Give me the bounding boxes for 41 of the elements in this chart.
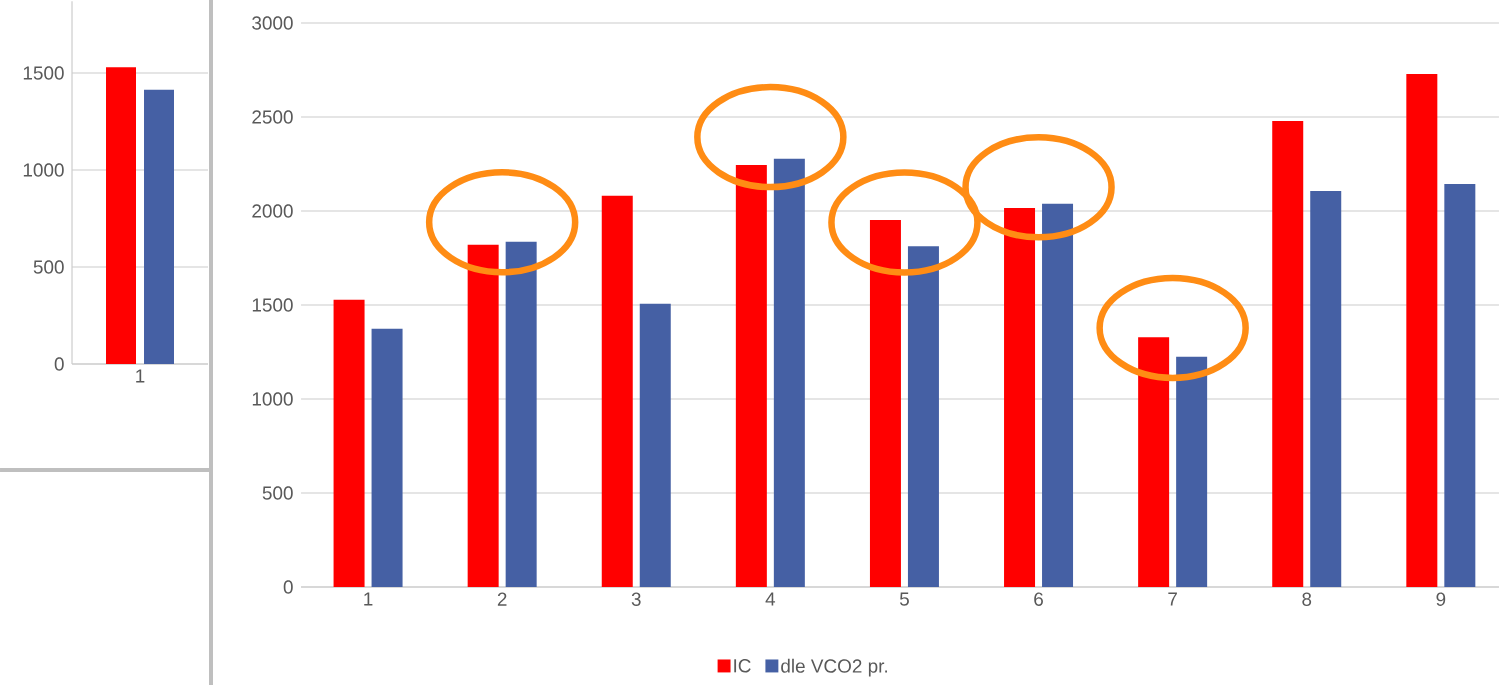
legend-label: IC xyxy=(734,659,751,673)
bar xyxy=(1406,73,1438,587)
bar xyxy=(869,220,901,587)
x-tick-label: 2 xyxy=(497,592,507,606)
bar xyxy=(639,303,671,587)
y-tick-label: 0 xyxy=(283,580,293,594)
legend-label: dle VCO2 pr. xyxy=(781,658,887,677)
y-tick-label: 1500 xyxy=(23,66,64,80)
bar xyxy=(735,164,767,587)
x-tick-label: 8 xyxy=(1302,592,1312,606)
y-tick-label: 500 xyxy=(33,260,64,274)
bar xyxy=(1310,191,1342,587)
bar xyxy=(333,299,365,587)
x-tick-label: 6 xyxy=(1034,592,1043,606)
x-tick-label: 7 xyxy=(1168,592,1177,606)
y-tick-label: 1000 xyxy=(252,392,293,406)
bar xyxy=(907,246,939,587)
y-tick-label: 500 xyxy=(262,486,293,500)
bar xyxy=(505,241,537,587)
y-tick-label: 0 xyxy=(54,357,64,371)
x-tick-label: 1 xyxy=(136,369,145,383)
y-tick-label: 2500 xyxy=(252,110,293,124)
x-tick-label: 9 xyxy=(1436,592,1446,606)
y-tick-label: 2000 xyxy=(252,204,293,218)
bar xyxy=(1004,207,1036,587)
bar xyxy=(1042,203,1074,587)
bar xyxy=(601,195,633,587)
y-tick-label: 1000 xyxy=(23,163,64,177)
y-tick-label: 3000 xyxy=(252,16,293,30)
bar xyxy=(1444,184,1476,587)
bar xyxy=(1176,356,1208,587)
bar xyxy=(371,328,403,587)
bar xyxy=(773,158,805,587)
bar xyxy=(1138,337,1170,587)
x-tick-label: 4 xyxy=(765,592,776,606)
y-tick-label: 1500 xyxy=(252,298,293,312)
x-tick-label: 5 xyxy=(899,592,909,606)
x-tick-label: 1 xyxy=(364,592,373,606)
bar xyxy=(1272,121,1304,587)
bar xyxy=(467,244,499,587)
x-tick-label: 3 xyxy=(631,592,641,606)
